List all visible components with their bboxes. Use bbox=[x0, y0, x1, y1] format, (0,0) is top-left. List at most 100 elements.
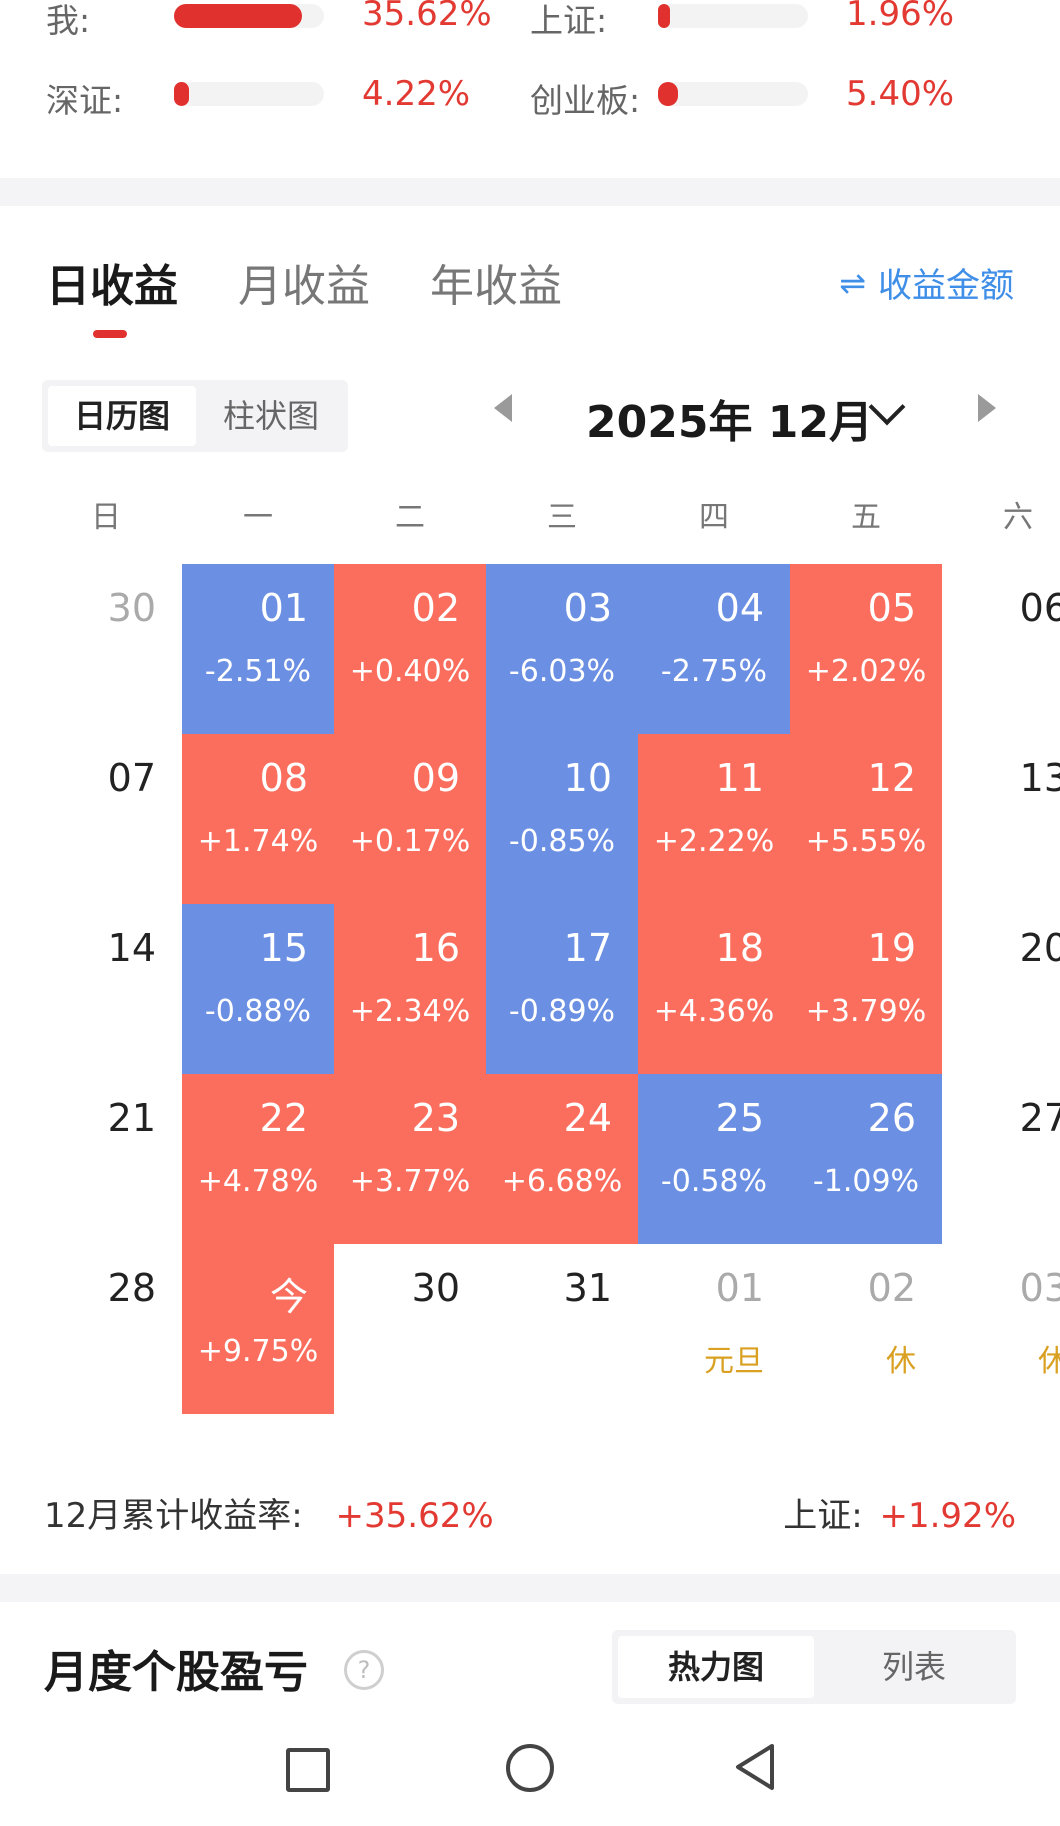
tab-daily-return[interactable]: 日收益 bbox=[46, 250, 178, 338]
day-number: 01 bbox=[259, 586, 308, 630]
calendar-day[interactable]: 02 +0.40% bbox=[334, 564, 486, 734]
compare-bar-chinext bbox=[658, 82, 808, 106]
weekday-label: 一 bbox=[243, 500, 273, 535]
calendar-day[interactable]: 14 bbox=[30, 904, 182, 1074]
calendar-day[interactable]: 09 +0.17% bbox=[334, 734, 486, 904]
calendar-day[interactable]: 10 -0.85% bbox=[486, 734, 638, 904]
day-return: +4.36% bbox=[653, 994, 775, 1029]
month-title[interactable]: 2025年 12月 bbox=[586, 397, 874, 448]
tab-monthly-return[interactable]: 月收益 bbox=[238, 261, 370, 312]
weekday-label: 三 bbox=[547, 500, 577, 535]
monthly-stock-pnl-header: 月度个股盈亏 ? 热力图 列表 bbox=[44, 1630, 1016, 1714]
compare-shanghai: 上证: bbox=[530, 0, 658, 42]
calendar-day[interactable]: 25 -0.58% bbox=[638, 1074, 790, 1244]
calendar-day[interactable]: 03 休 bbox=[942, 1244, 1060, 1414]
calendar-day[interactable]: 04 -2.75% bbox=[638, 564, 790, 734]
calendar-day[interactable]: 08 +1.74% bbox=[182, 734, 334, 904]
calendar-day[interactable]: 05 +2.02% bbox=[790, 564, 942, 734]
calendar-day[interactable]: 16 +2.34% bbox=[334, 904, 486, 1074]
day-return: +6.68% bbox=[501, 1164, 623, 1199]
day-number: 03 bbox=[1019, 1266, 1060, 1310]
day-number: 14 bbox=[107, 926, 156, 970]
calendar-day[interactable]: 11 +2.22% bbox=[638, 734, 790, 904]
calendar-view-button[interactable]: 日历图 bbox=[48, 386, 196, 446]
day-return: +2.22% bbox=[653, 824, 775, 859]
compare-shenzhen: 深证: bbox=[46, 74, 174, 122]
day-number: 06 bbox=[1019, 586, 1060, 630]
calendar-day[interactable]: 01 -2.51% bbox=[182, 564, 334, 734]
day-number: 30 bbox=[107, 586, 156, 630]
calendar-day[interactable]: 28 bbox=[30, 1244, 182, 1414]
calendar-day[interactable]: 31 bbox=[486, 1244, 638, 1414]
calendar-day[interactable]: 01 元旦 bbox=[638, 1244, 790, 1414]
calendar-day[interactable]: 02 休 bbox=[790, 1244, 942, 1414]
day-number: 20 bbox=[1019, 926, 1060, 970]
calendar-day[interactable]: 今 +9.75% bbox=[182, 1244, 334, 1414]
calendar-day[interactable]: 21 bbox=[30, 1074, 182, 1244]
cumulative-return-value: +35.62% bbox=[335, 1496, 494, 1536]
day-number: 26 bbox=[867, 1096, 916, 1140]
calendar-day[interactable]: 24 +6.68% bbox=[486, 1074, 638, 1244]
monthly-summary: 12月累计收益率: +35.62% 上证: +1.92% bbox=[44, 1488, 1016, 1544]
calendar-day[interactable]: 17 -0.89% bbox=[486, 904, 638, 1074]
day-return: -6.03% bbox=[508, 654, 616, 689]
day-number: 11 bbox=[715, 756, 764, 800]
compare-label: 深证: bbox=[46, 81, 124, 120]
cumulative-return: 12月累计收益率: +35.62% bbox=[44, 1488, 494, 1537]
calendar-day[interactable]: 19 +3.79% bbox=[790, 904, 942, 1074]
calendar-day[interactable]: 22 +4.78% bbox=[182, 1074, 334, 1244]
day-return: +0.17% bbox=[349, 824, 471, 859]
help-icon[interactable]: ? bbox=[344, 1650, 384, 1690]
compare-bar-me bbox=[174, 4, 324, 28]
day-number: 12 bbox=[867, 756, 916, 800]
bar-chart-view-button[interactable]: 柱状图 bbox=[222, 397, 319, 435]
compare-chinext: 创业板: bbox=[530, 74, 658, 122]
day-number: 22 bbox=[259, 1096, 308, 1140]
day-number: 31 bbox=[563, 1266, 612, 1310]
section-title: 月度个股盈亏 bbox=[44, 1647, 308, 1698]
day-number: 30 bbox=[411, 1266, 460, 1310]
calendar-day[interactable]: 07 bbox=[30, 734, 182, 904]
next-month-icon[interactable] bbox=[978, 394, 996, 422]
weekday-label: 日 bbox=[91, 500, 121, 535]
calendar-day[interactable]: 27 bbox=[942, 1074, 1060, 1244]
calendar-day[interactable]: 06 bbox=[942, 564, 1060, 734]
switch-amount-button[interactable]: ⇌ 收益金额 bbox=[839, 258, 1014, 307]
chevron-down-icon[interactable] bbox=[868, 388, 906, 426]
return-tabs: 日收益 月收益 年收益 bbox=[46, 250, 622, 338]
prev-month-icon[interactable] bbox=[494, 394, 512, 422]
calendar-day[interactable]: 12 +5.55% bbox=[790, 734, 942, 904]
calendar-day[interactable]: 30 bbox=[30, 564, 182, 734]
calendar-day[interactable]: 26 -1.09% bbox=[790, 1074, 942, 1244]
recent-apps-icon[interactable] bbox=[286, 1748, 330, 1792]
switch-amount-label: 收益金额 bbox=[878, 266, 1014, 306]
cumulative-return-label: 12月累计收益率: bbox=[44, 1496, 303, 1536]
compare-bar-shanghai bbox=[658, 4, 808, 28]
calendar-day[interactable]: 18 +4.36% bbox=[638, 904, 790, 1074]
heatmap-button[interactable]: 热力图 bbox=[618, 1636, 814, 1698]
section-divider bbox=[0, 178, 1060, 206]
back-icon[interactable] bbox=[732, 1742, 776, 1792]
list-button[interactable]: 列表 bbox=[881, 1648, 946, 1686]
day-return: -2.75% bbox=[660, 654, 768, 689]
day-number: 15 bbox=[259, 926, 308, 970]
return-comparison: 我: 35.62% 上证: 1.96% 深证: 4.22% 创业板: 5.40% bbox=[0, 0, 1060, 178]
calendar-day[interactable]: 23 +3.77% bbox=[334, 1074, 486, 1244]
calendar-day[interactable]: 20 bbox=[942, 904, 1060, 1074]
calendar-day[interactable]: 15 -0.88% bbox=[182, 904, 334, 1074]
day-number: 19 bbox=[867, 926, 916, 970]
calendar-day[interactable]: 30 bbox=[334, 1244, 486, 1414]
home-icon[interactable] bbox=[506, 1744, 554, 1792]
weekday-label: 四 bbox=[699, 500, 729, 535]
day-return: +9.75% bbox=[197, 1334, 319, 1369]
calendar-day[interactable]: 13 bbox=[942, 734, 1060, 904]
month-navigator: 2025年 12月 bbox=[0, 378, 1060, 450]
calendar-day[interactable]: 03 -6.03% bbox=[486, 564, 638, 734]
compare-bar-shenzhen bbox=[174, 82, 324, 106]
tab-yearly-return[interactable]: 年收益 bbox=[430, 261, 562, 312]
day-return: -0.88% bbox=[204, 994, 312, 1029]
weekday-label: 六 bbox=[1003, 500, 1033, 535]
compare-label: 上证: bbox=[530, 1, 608, 40]
day-return: +2.34% bbox=[349, 994, 471, 1029]
compare-value: 35.62% bbox=[362, 0, 492, 34]
